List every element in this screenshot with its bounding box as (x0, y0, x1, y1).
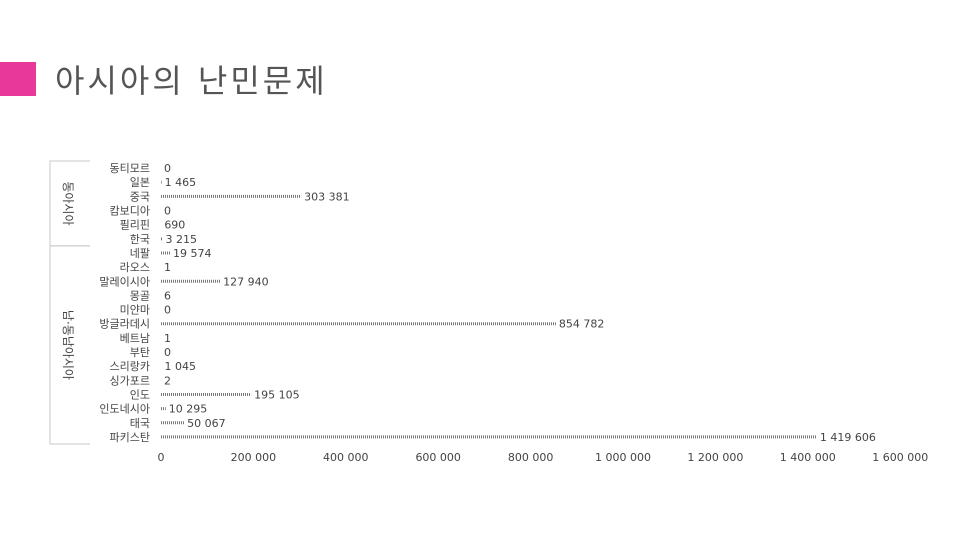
category-label: 파키스탄 (110, 431, 150, 444)
x-tick-label: 0 (158, 451, 165, 464)
x-tick-label: 1 200 000 (687, 451, 743, 464)
data-label: 0 (164, 304, 171, 317)
category-label: 베트남 (120, 332, 150, 345)
data-label: 2 (164, 374, 171, 387)
category-label: 말레이시아 (99, 275, 150, 288)
category-label: 부탄 (130, 346, 150, 359)
title-accent-block (0, 62, 36, 96)
data-label: 1 465 (165, 176, 197, 189)
slide-title: 아시아의 난민문제 (55, 62, 328, 100)
category-label: 인도 (130, 388, 150, 401)
category-label: 미얀마 (120, 303, 150, 317)
group-label: 동아시아 (61, 181, 75, 225)
category-label: 방글라데시 (99, 318, 150, 331)
category-label: 태국 (130, 417, 150, 430)
category-label: 인도네시아 (99, 403, 150, 416)
x-tick-label: 400 000 (323, 451, 369, 464)
data-label: 19 574 (173, 247, 212, 260)
data-label: 303 381 (304, 190, 350, 203)
category-label: 몽골 (130, 289, 150, 302)
group-bracket (49, 245, 90, 445)
category-label: 한국 (130, 233, 150, 246)
x-tick-label: 200 000 (231, 451, 277, 464)
category-label-layer: 동티모르일본중국캄보디아필리핀한국네팔라오스말레이시아몽골미얀마방글라데시베트남… (99, 162, 150, 444)
x-tick-label: 1 400 000 (780, 451, 836, 464)
x-tick-label: 1 600 000 (872, 451, 928, 464)
category-label: 캄보디아 (110, 205, 150, 218)
data-label: 0 (164, 162, 171, 175)
category-label: 네팔 (130, 247, 150, 260)
category-label: 필리핀 (120, 219, 150, 232)
data-label: 854 782 (559, 318, 605, 331)
data-label: 127 940 (223, 275, 269, 288)
data-label: 0 (164, 205, 171, 218)
x-tick-label: 1 000 000 (595, 451, 651, 464)
category-label: 중국 (130, 190, 150, 203)
data-label: 1 045 (164, 360, 196, 373)
data-label: 690 (164, 219, 185, 232)
category-label: 스리랑카 (110, 360, 150, 373)
data-label: 1 (164, 261, 171, 274)
data-label: 50 067 (187, 417, 226, 430)
category-label: 라오스 (120, 261, 150, 274)
data-label: 1 (164, 332, 171, 345)
category-label: 일본 (130, 175, 150, 189)
x-tick-label: 600 000 (415, 451, 461, 464)
category-label: 동티모르 (110, 162, 150, 175)
data-label: 10 295 (169, 403, 208, 416)
data-label: 1 419 606 (820, 431, 876, 444)
x-axis-tick-layer: 0 200 000 400 000 600 000 800 000 1 000 000 1 … (158, 451, 929, 464)
data-label: 3 215 (165, 233, 197, 246)
data-label: 0 (164, 346, 171, 359)
x-tick-label: 800 000 (508, 451, 554, 464)
group-label: 남·동남아시아 (61, 310, 75, 380)
category-label: 싱가포르 (110, 374, 150, 387)
data-label: 195 105 (254, 388, 299, 401)
data-label: 6 (164, 289, 171, 302)
bar-layer (161, 180, 817, 439)
